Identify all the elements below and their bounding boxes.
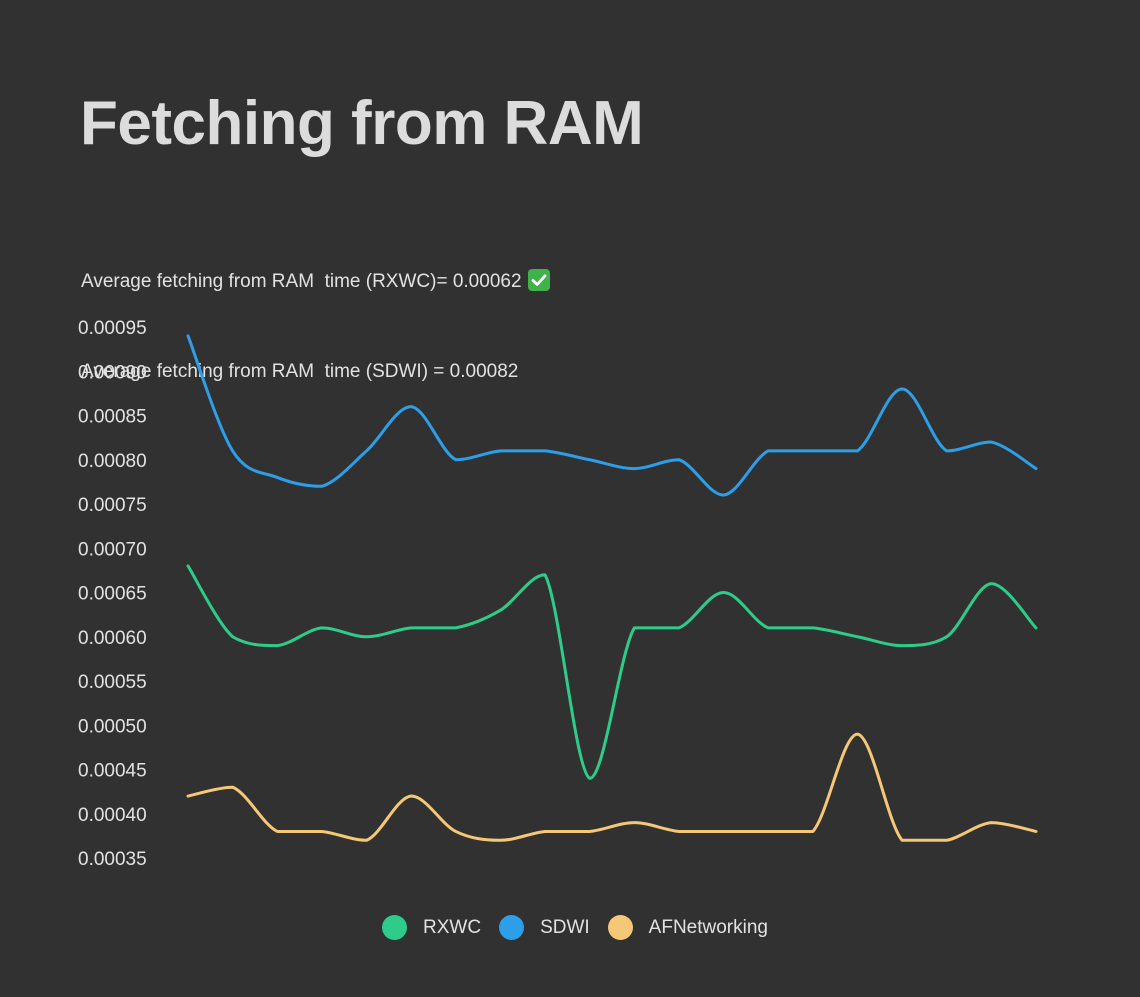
series-lines <box>186 334 1038 842</box>
y-axis-ticks: 0.00095 0.00090 0.00085 0.00080 0.00075 0.000… <box>78 318 147 870</box>
series-line-rxwc <box>186 564 1038 780</box>
summary-line-rxwc-text: Average fetching from RAM time (RXWC)= 0… <box>81 271 522 292</box>
legend-swatch <box>382 915 407 940</box>
legend-swatch <box>499 915 525 940</box>
legend-item-sdwi[interactable]: SDWI <box>499 915 590 940</box>
y-tick-label: 0.00045 <box>78 761 147 782</box>
series-line-afnetworking <box>186 732 1038 842</box>
page-title: Fetching from RAM <box>80 89 644 158</box>
legend-label: AFNetworking <box>648 916 768 938</box>
legend-item-rxwc[interactable]: RXWC <box>382 915 481 940</box>
y-tick-label: 0.00065 <box>78 584 147 605</box>
y-tick-label: 0.00090 <box>78 362 147 383</box>
check-mark-icon <box>527 269 550 291</box>
series-line-sdwi <box>186 334 1038 497</box>
chart-legend: RXWC SDWI AFNetworking <box>0 915 1140 940</box>
summary-line-sdwi: Average fetching from RAM time (SDWI) = … <box>81 361 519 382</box>
legend-label: RXWC <box>423 916 482 938</box>
legend-swatch <box>607 915 633 940</box>
y-tick-label: 0.00040 <box>78 805 147 826</box>
y-tick-label: 0.00085 <box>78 407 147 428</box>
legend-label: SDWI <box>540 916 590 938</box>
y-tick-label: 0.00070 <box>78 539 147 560</box>
y-tick-label: 0.00035 <box>78 849 147 870</box>
summary-line-rxwc: Average fetching from RAM time (RXWC)= 0… <box>81 267 550 297</box>
y-tick-label: 0.00080 <box>78 451 147 472</box>
y-tick-label: 0.00060 <box>78 628 147 649</box>
y-tick-label: 0.00095 <box>78 318 147 339</box>
summary-block: Average fetching from RAM time (RXWC)= 0… <box>81 207 550 417</box>
legend-item-afnetworking[interactable]: AFNetworking <box>607 915 768 940</box>
y-tick-label: 0.00075 <box>78 495 147 516</box>
y-tick-label: 0.00055 <box>78 672 147 693</box>
y-tick-label: 0.00050 <box>78 716 147 737</box>
